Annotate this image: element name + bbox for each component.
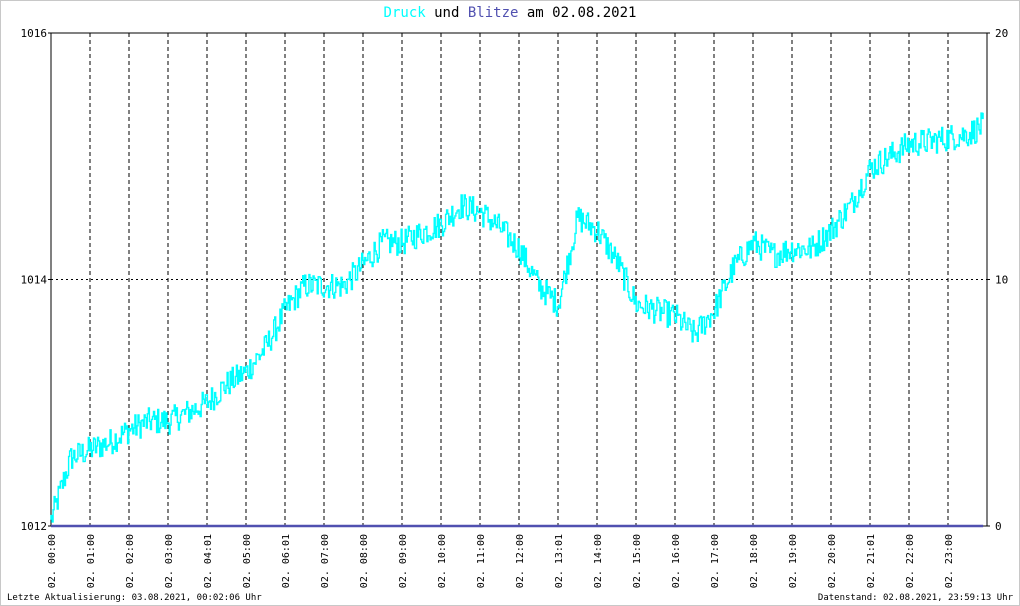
x-tick-label: 02. 08:00 xyxy=(359,534,370,588)
x-tick-label: 02. 20:00 xyxy=(827,534,838,588)
x-tick-label: 02. 04:01 xyxy=(203,534,214,588)
y-left-tick-label: 1016 xyxy=(21,27,48,40)
x-tick-label: 02. 15:00 xyxy=(632,534,643,588)
x-tick-label: 02. 06:01 xyxy=(281,534,292,588)
x-tick-label: 02. 17:00 xyxy=(710,534,721,588)
x-tick-label: 02. 14:00 xyxy=(593,534,604,588)
title-date: am 02.08.2021 xyxy=(526,5,637,21)
x-tick-label: 02. 00:00 xyxy=(47,534,58,588)
y-right-tick-label: 10 xyxy=(995,274,1008,287)
y-left-tick-label: 1012 xyxy=(21,520,48,533)
x-tick-label: 02. 07:00 xyxy=(320,534,331,588)
x-tick-label: 02. 11:00 xyxy=(476,534,487,588)
x-tick-label: 02. 23:00 xyxy=(944,534,955,588)
x-tick-label: 02. 01:00 xyxy=(86,534,97,588)
x-tick-label: 02. 21:01 xyxy=(866,534,877,588)
title-druck: Druck xyxy=(383,5,426,21)
chart-title: Druck und Blitze am 02.08.2021 xyxy=(1,5,1019,21)
x-tick-label: 02. 02:00 xyxy=(125,534,136,588)
title-und: und xyxy=(434,5,460,21)
x-tick-label: 02. 16:00 xyxy=(671,534,682,588)
x-tick-label: 02. 22:00 xyxy=(905,534,916,588)
y-left-tick-label: 1014 xyxy=(21,274,48,287)
x-tick-label: 02. 05:00 xyxy=(242,534,253,588)
title-blitze: Blitze xyxy=(467,5,519,21)
y-right-tick-label: 20 xyxy=(995,27,1008,40)
x-tick-label: 02. 09:00 xyxy=(398,534,409,588)
x-tick-label: 02. 19:00 xyxy=(788,534,799,588)
x-tick-label: 02. 10:00 xyxy=(437,534,448,588)
x-tick-label: 02. 13:01 xyxy=(554,534,565,588)
x-tick-label: 02. 03:00 xyxy=(164,534,175,588)
footer-data-status: Datenstand: 02.08.2021, 23:59:13 Uhr xyxy=(817,593,1013,603)
pressure-series xyxy=(50,112,984,523)
x-tick-label: 02. 12:00 xyxy=(515,534,526,588)
x-tick-label: 02. 18:00 xyxy=(749,534,760,588)
y-right-tick-label: 0 xyxy=(995,520,1002,533)
footer-last-update: Letzte Aktualisierung: 03.08.2021, 00:02… xyxy=(7,593,262,603)
